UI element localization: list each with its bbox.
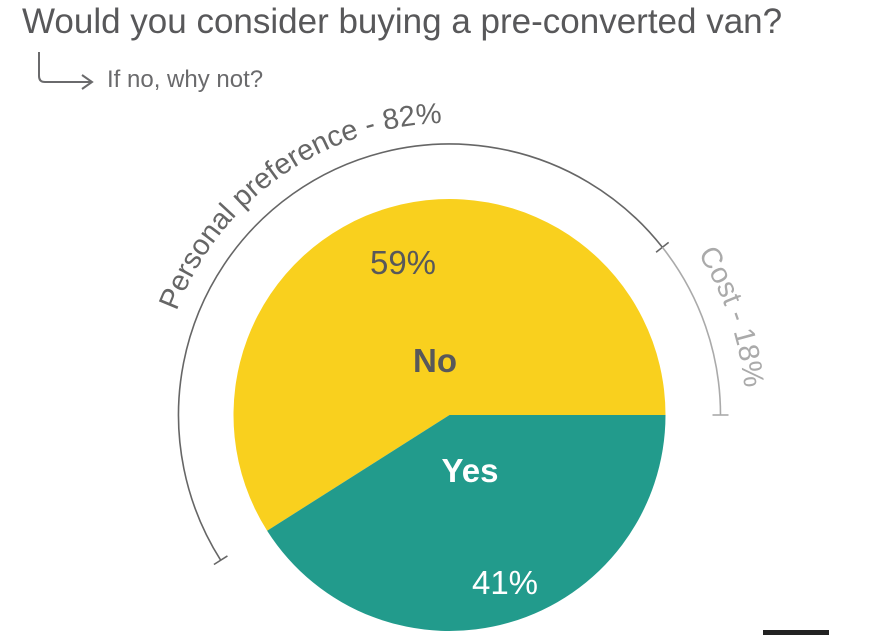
breakdown-arc-0	[177, 143, 664, 561]
subtitle-arrow-icon	[38, 52, 94, 90]
slice-label-yes: Yes	[442, 452, 499, 489]
pie-slice-no	[233, 198, 666, 531]
breakdown-label-1: Cost - 18%	[692, 241, 769, 389]
chart-subtitle: If no, why not?	[107, 66, 264, 93]
arc-tick	[213, 555, 228, 566]
slice-value-label-yes: 41%	[472, 564, 538, 601]
pie-slice-yes	[267, 415, 666, 631]
breakdown-arc-1	[661, 246, 722, 416]
watermark	[763, 630, 829, 635]
chart-title: Would you consider buying a pre-converte…	[22, 2, 783, 41]
slice-value-label-no: 59%	[370, 244, 436, 281]
slice-label-no: No	[413, 342, 457, 379]
arc-tick	[655, 241, 670, 253]
